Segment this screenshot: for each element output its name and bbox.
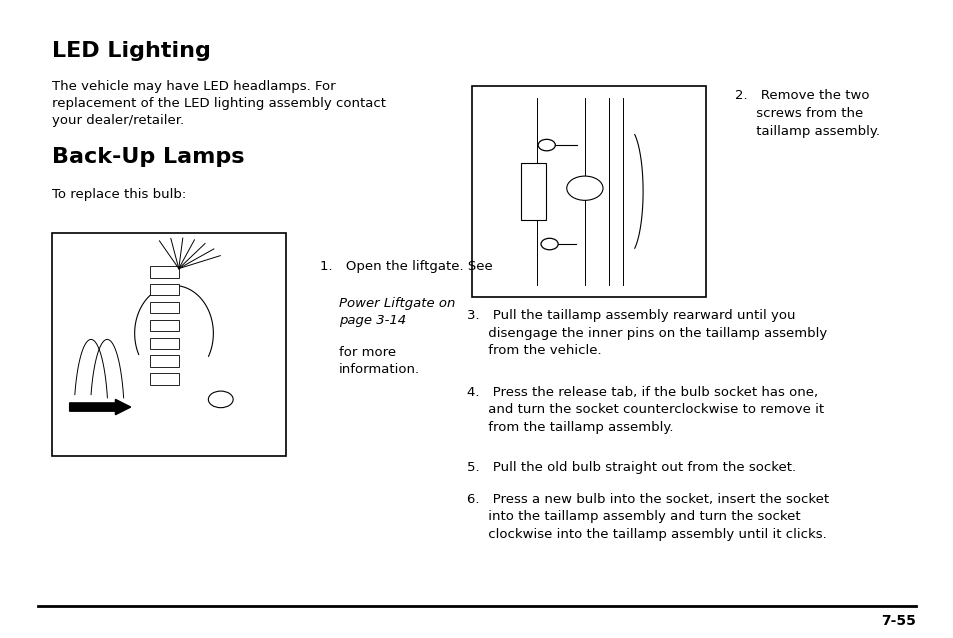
- Text: 2. Remove the two
     screws from the
     taillamp assembly.: 2. Remove the two screws from the tailla…: [734, 89, 879, 138]
- Circle shape: [540, 238, 558, 249]
- Text: Power Liftgate on
page 3-14: Power Liftgate on page 3-14: [338, 297, 455, 327]
- Bar: [150, 284, 178, 295]
- Text: for more
information.: for more information.: [338, 346, 419, 376]
- Text: To replace this bulb:: To replace this bulb:: [52, 188, 187, 201]
- Text: The vehicle may have LED headlamps. For
replacement of the LED lighting assembly: The vehicle may have LED headlamps. For …: [52, 80, 386, 127]
- Text: 4. Press the release tab, if the bulb socket has one,
     and turn the socket c: 4. Press the release tab, if the bulb so…: [467, 386, 823, 434]
- Circle shape: [566, 176, 602, 200]
- Bar: [150, 266, 178, 278]
- Text: 6. Press a new bulb into the socket, insert the socket
     into the taillamp as: 6. Press a new bulb into the socket, ins…: [467, 493, 829, 540]
- Text: LED Lighting: LED Lighting: [52, 41, 212, 61]
- Text: Back-Up Lamps: Back-Up Lamps: [52, 147, 245, 167]
- Bar: [150, 373, 178, 385]
- Text: 5. Pull the old bulb straight out from the socket.: 5. Pull the old bulb straight out from t…: [467, 461, 796, 473]
- Bar: [150, 302, 178, 313]
- Circle shape: [208, 391, 233, 408]
- Bar: [520, 163, 545, 220]
- Text: 3. Pull the taillamp assembly rearward until you
     disengage the inner pins o: 3. Pull the taillamp assembly rearward u…: [467, 309, 827, 357]
- Bar: [52, 233, 286, 456]
- Bar: [150, 320, 178, 331]
- Text: 7-55: 7-55: [880, 614, 915, 628]
- Bar: [472, 86, 705, 297]
- Bar: [150, 338, 178, 349]
- Text: 1. Open the liftgate. See: 1. Open the liftgate. See: [319, 260, 492, 272]
- Circle shape: [537, 139, 555, 151]
- Bar: [150, 355, 178, 367]
- FancyArrow shape: [70, 399, 131, 415]
